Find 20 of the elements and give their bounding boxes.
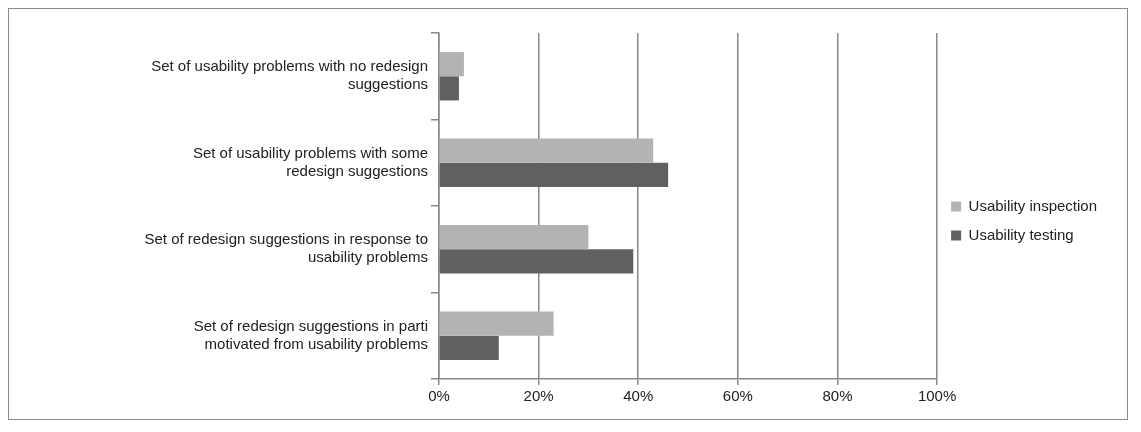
y-tick-label: Set of redesign suggestions in response to usability problems bbox=[144, 230, 428, 266]
bar bbox=[439, 138, 654, 163]
bar bbox=[439, 249, 634, 274]
legend-label: Usability inspection bbox=[968, 196, 1098, 214]
bar bbox=[439, 225, 589, 250]
x-tick-label: 100% bbox=[917, 387, 957, 405]
bar bbox=[439, 52, 464, 77]
x-tick-label: 80% bbox=[822, 387, 853, 405]
y-tick-label: Set of redesign suggestions in parti motivated from usability problems bbox=[193, 316, 428, 352]
bar bbox=[439, 76, 459, 101]
y-tick-label: Set of usability problems with some redesign suggestions bbox=[192, 143, 428, 179]
bar bbox=[439, 335, 499, 360]
x-tick-label: 40% bbox=[623, 387, 654, 405]
bar bbox=[439, 311, 554, 336]
x-tick-label: 0% bbox=[428, 387, 450, 405]
x-tick-label: 60% bbox=[722, 387, 753, 405]
x-tick-label: 20% bbox=[523, 387, 554, 405]
y-tick-label: Set of usability problems with no redesign suggestions bbox=[151, 57, 428, 93]
legend-label: Usability testing bbox=[968, 225, 1074, 243]
bar bbox=[439, 162, 669, 187]
